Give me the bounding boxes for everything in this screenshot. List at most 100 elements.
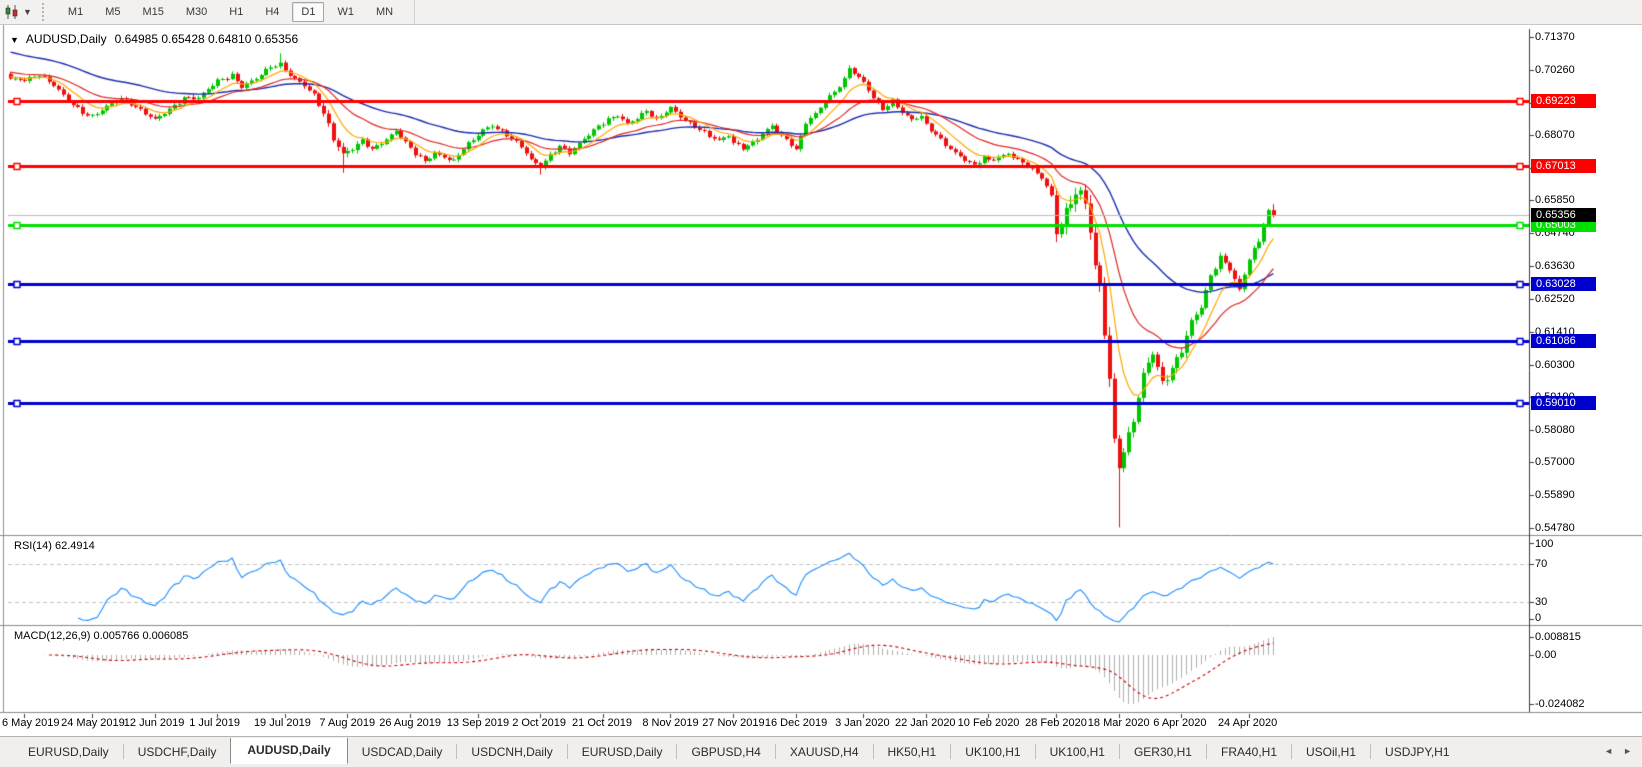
price-tick-label: 0.71370 [1535,31,1575,43]
macd-axis-label: 0.00 [1535,649,1557,661]
date-tick-label: 10 Feb 2020 [957,717,1020,729]
date-tick-label: 26 Aug 2019 [379,717,442,729]
chart-ohlc-title: ▼ AUDUSD,Daily 0.64985 0.65428 0.64810 0.6… [10,32,298,46]
chart-canvas[interactable] [0,25,1642,735]
chart-tab-usdcnh-daily[interactable]: USDCNH,Daily [471,745,553,759]
ohlc-values: 0.64985 0.65428 0.64810 0.65356 [114,32,299,46]
date-tick-label: 12 Jun 2019 [123,717,185,729]
chevron-left-icon[interactable]: ◄ [1604,746,1614,756]
timeframe-button-w1[interactable]: W1 [337,6,354,18]
tab-separator [774,744,776,759]
toolbar: ▼ M1 M5 M15 M30 H1 H4 D1 W1 MN [0,0,1642,25]
chart-tab-bar: EURUSD,Daily USDCHF,Daily AUDUSD,Daily USDC… [0,736,1642,764]
chart-tab-uk100-h1[interactable]: UK100,H1 [1049,745,1105,759]
chart-tab-usdjpy-h1[interactable]: USDJPY,H1 [1385,745,1450,759]
date-tick-label: 24 Apr 2020 [1217,717,1278,729]
price-tick-label: 0.60300 [1535,358,1575,371]
level-price-label[interactable]: 0.63028 [1531,276,1596,291]
macd-value-main: 0.005766 [93,630,140,642]
price-tick-label: 0.65850 [1535,194,1575,207]
rsi-label: RSI(14) [14,540,52,552]
rsi-axis-label: 30 [1535,595,1548,608]
timeframe-button-m1[interactable]: M1 [67,6,84,18]
level-price-label[interactable]: 0.59010 [1531,395,1596,410]
date-tick-label: 16 Dec 2019 [764,717,828,729]
price-tick-label: 0.54780 [1535,522,1575,534]
rsi-axis-label: 0 [1535,612,1542,624]
rsi-axis-label: 100 [1535,538,1554,550]
timeframe-button-m15[interactable]: M15 [142,6,164,18]
rsi-value: 62.4914 [54,540,95,552]
price-tick-label: 0.68070 [1535,128,1575,141]
date-tick-label: 24 May 2019 [61,717,125,729]
timeframe-button-m30[interactable]: M30 [185,6,208,18]
date-tick-label: 27 Nov 2019 [702,717,765,729]
date-tick-label: 22 Jan 2020 [895,717,956,729]
timeframe-button-mn[interactable]: MN [375,6,394,18]
chart-tab-usdcad-daily[interactable]: USDCAD,Daily [361,745,443,759]
tab-separator [950,744,952,759]
date-tick-label: 8 Nov 2019 [642,717,699,729]
chart-tab-usoil-h1[interactable]: USOil,H1 [1306,745,1357,759]
macd-axis-label: 0.008815 [1535,631,1581,643]
chevron-right-icon[interactable]: ► [1623,746,1632,756]
chart-tabs: EURUSD,Daily USDCHF,Daily AUDUSD,Daily USDC… [14,738,1464,764]
candlestick-chart-icon [5,5,18,19]
chart-type-button[interactable]: ▼ [2,2,38,22]
chart-tab-xauusd-h4[interactable]: XAUUSD,H4 [789,745,859,759]
chart-tab-eurusd-daily[interactable]: EURUSD,Daily [581,745,663,759]
timeframe-button-m5[interactable]: M5 [105,6,121,18]
current-price-label: 0.65356 [1531,207,1596,222]
tab-separator [872,744,874,759]
date-tick-label: 3 Jan 2020 [835,717,890,729]
tab-separator [1205,744,1207,759]
date-tick-label: 7 Aug 2019 [319,717,376,729]
chevron-down-icon: ▼ [23,7,32,17]
chart-tab-audusd-daily[interactable]: AUDUSD,Daily [230,738,348,764]
chart-tab-fra40-h1[interactable]: FRA40,H1 [1220,745,1278,759]
date-tick-label: 2 Oct 2019 [512,717,567,729]
date-tick-label: 6 May 2019 [2,717,60,729]
tab-separator [1034,744,1036,759]
toolbar-grip [41,3,51,21]
price-tick-label: 0.55890 [1535,489,1575,502]
date-tick-label: 19 Jul 2019 [253,717,311,729]
rsi-panel-title: RSI(14) 62.4914 [14,540,95,552]
price-tick-label: 0.62520 [1535,292,1575,305]
macd-label: MACD(12,26,9) [14,630,91,642]
price-tick-label: 0.57000 [1535,456,1575,469]
tab-separator [1118,744,1120,759]
chart-tab-uk100-h1[interactable]: UK100,H1 [965,745,1021,759]
timeframe-button-h4[interactable]: H4 [265,6,280,18]
tab-scroll-arrows: ◄ ► [1604,738,1632,764]
chart-tab-eurusd-daily[interactable]: EURUSD,Daily [28,745,109,759]
rsi-axis-label: 70 [1535,557,1548,570]
tab-separator [676,744,678,759]
level-price-label[interactable]: 0.69223 [1531,93,1596,108]
tab-separator [122,744,124,759]
price-tick-label: 0.63630 [1535,260,1575,273]
macd-axis-label: -0.024082 [1535,698,1585,710]
chart-symbol-title: AUDUSD,Daily [25,32,107,46]
timeframe-toolbar: M1 M5 M15 M30 H1 H4 D1 W1 MN [57,0,416,24]
chart-window: ▼ AUDUSD,Daily 0.64985 0.65428 0.64810 0.6… [0,25,1642,735]
date-tick-label: 6 Apr 2020 [1153,717,1207,729]
macd-value-signal: 0.006085 [142,630,189,642]
date-tick-label: 21 Oct 2019 [572,717,632,729]
chart-tab-usdchf-daily[interactable]: USDCHF,Daily [137,745,217,759]
timeframe-button-h1[interactable]: H1 [229,6,244,18]
chart-tab-hk50-h1[interactable]: HK50,H1 [887,745,937,759]
date-tick-label: 1 Jul 2019 [189,717,241,729]
macd-panel-title: MACD(12,26,9) 0.005766 0.006085 [14,630,188,642]
date-tick-label: 18 Mar 2020 [1087,717,1150,729]
timeframe-button-d1[interactable]: D1 [292,2,325,22]
date-tick-label: 28 Feb 2020 [1025,717,1087,729]
tab-separator [456,744,458,759]
level-price-label[interactable]: 0.61086 [1531,334,1596,349]
level-price-label[interactable]: 0.67013 [1531,158,1596,173]
triangle-down-icon[interactable]: ▼ [10,35,19,45]
chart-tab-gbpusd-h4[interactable]: GBPUSD,H4 [691,745,761,759]
chart-tab-ger30-h1[interactable]: GER30,H1 [1133,745,1192,759]
tab-separator [1291,744,1293,759]
